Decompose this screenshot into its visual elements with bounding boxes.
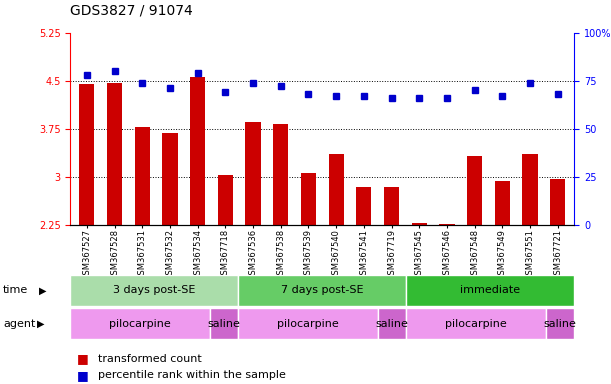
Bar <box>79 84 95 225</box>
Text: pilocarpine: pilocarpine <box>109 319 171 329</box>
Bar <box>70 275 238 306</box>
Bar <box>412 223 427 225</box>
Bar <box>246 122 261 225</box>
Bar <box>378 308 406 339</box>
Text: ■: ■ <box>76 353 88 366</box>
Text: pilocarpine: pilocarpine <box>445 319 507 329</box>
Bar <box>522 154 538 225</box>
Text: agent: agent <box>3 319 35 329</box>
Bar <box>550 179 565 225</box>
Text: saline: saline <box>544 319 577 329</box>
Bar <box>238 275 406 306</box>
Bar <box>273 124 288 225</box>
Text: pilocarpine: pilocarpine <box>277 319 339 329</box>
Bar <box>384 187 399 225</box>
Bar <box>70 308 210 339</box>
Text: saline: saline <box>208 319 241 329</box>
Bar <box>439 224 455 225</box>
Text: transformed count: transformed count <box>98 354 202 364</box>
Text: time: time <box>3 285 28 295</box>
Bar <box>406 308 546 339</box>
Bar <box>356 187 371 225</box>
Text: GDS3827 / 91074: GDS3827 / 91074 <box>70 3 193 17</box>
Text: saline: saline <box>376 319 409 329</box>
Bar <box>107 83 122 225</box>
Bar <box>238 308 378 339</box>
Bar <box>218 175 233 225</box>
Bar <box>301 174 316 225</box>
Bar <box>495 181 510 225</box>
Text: 7 days post-SE: 7 days post-SE <box>281 285 364 295</box>
Text: 3 days post-SE: 3 days post-SE <box>113 285 196 295</box>
Bar <box>163 133 178 225</box>
Bar <box>406 275 574 306</box>
Bar <box>467 156 482 225</box>
Bar <box>134 127 150 225</box>
Text: percentile rank within the sample: percentile rank within the sample <box>98 370 285 380</box>
Bar <box>210 308 238 339</box>
Bar <box>329 154 344 225</box>
Bar <box>546 308 574 339</box>
Bar <box>190 78 205 225</box>
Text: ■: ■ <box>76 369 88 382</box>
Text: immediate: immediate <box>460 285 521 295</box>
Text: ▶: ▶ <box>37 319 44 329</box>
Text: ▶: ▶ <box>38 285 46 295</box>
